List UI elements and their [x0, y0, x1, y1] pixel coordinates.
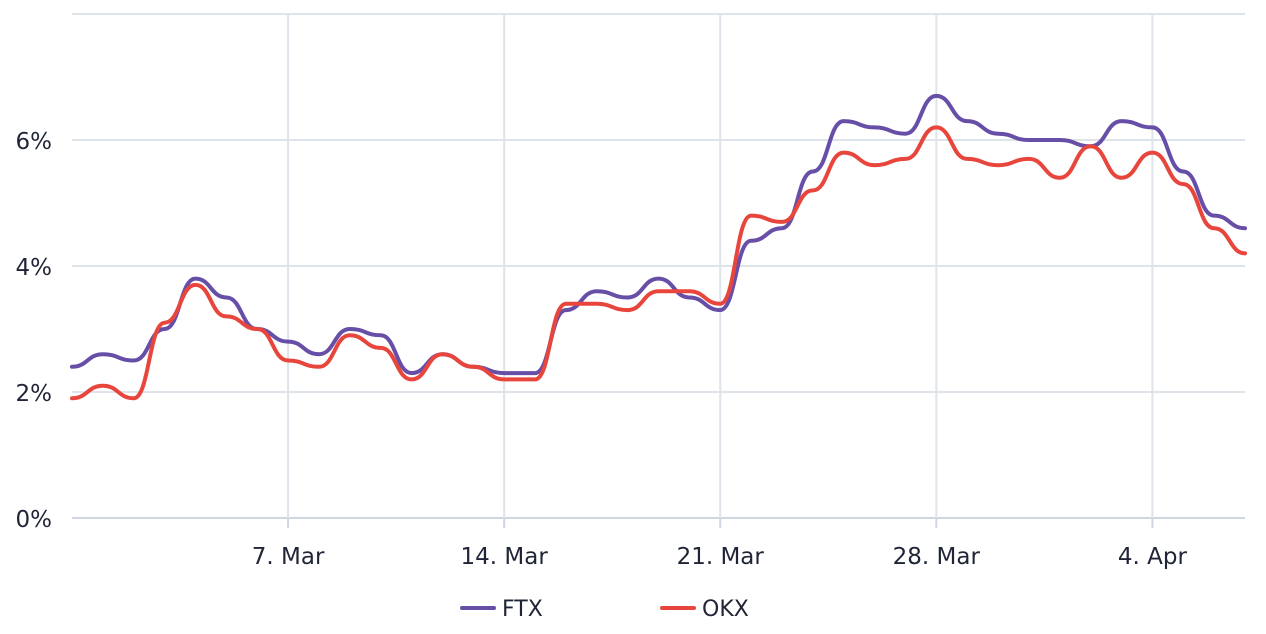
series-line-ftx — [70, 93, 1247, 376]
y-tick-label: 2% — [16, 381, 53, 407]
legend[interactable]: FTX OKX — [460, 597, 749, 622]
tick-labels: 0% 2% 4% 6% 7. Mar 14. Mar 21. Mar 28. Mar 4. Ap… — [16, 129, 1188, 570]
legend-label: OKX — [702, 597, 749, 622]
legend-item-okx[interactable]: OKX — [660, 597, 749, 622]
legend-item-ftx[interactable]: FTX — [460, 597, 543, 622]
x-tick-label: 4. Apr — [1118, 544, 1188, 570]
x-tick-label: 21. Mar — [677, 544, 765, 570]
grid — [72, 13, 1245, 528]
y-tick-label: 6% — [16, 129, 53, 155]
series — [70, 93, 1247, 401]
y-tick-label: 0% — [16, 507, 53, 533]
x-tick-label: 14. Mar — [461, 544, 549, 570]
legend-label: FTX — [502, 597, 543, 622]
x-tick-label: 7. Mar — [252, 544, 325, 570]
x-tick-label: 28. Mar — [893, 544, 981, 570]
y-tick-label: 4% — [16, 255, 53, 281]
series-line-okx — [70, 125, 1247, 401]
